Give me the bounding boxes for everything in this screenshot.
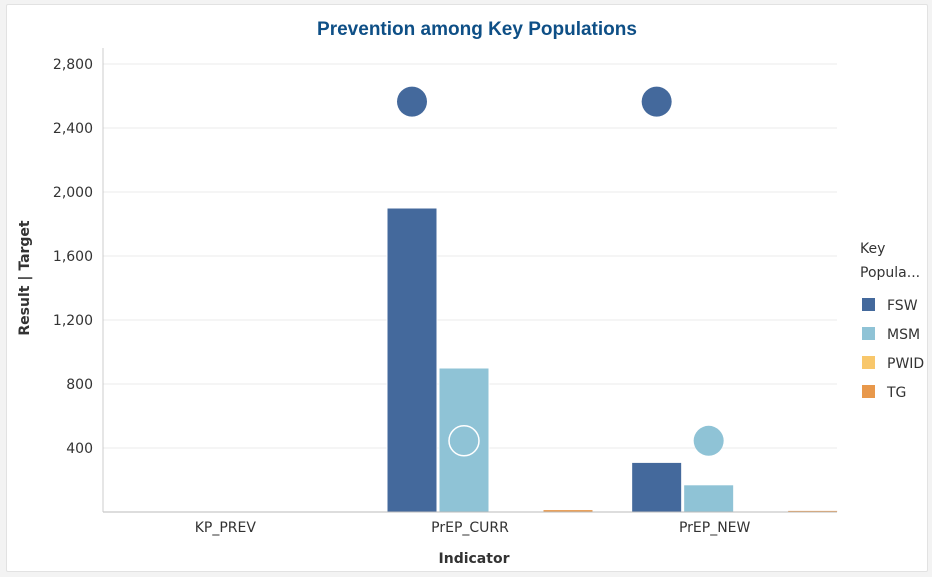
target-fsw-prep_new xyxy=(641,86,672,117)
legend-swatch-msm xyxy=(862,327,875,340)
bar-msm-prep_curr xyxy=(438,367,490,513)
legend-swatch-tg xyxy=(862,385,875,398)
x-tick-label: PrEP_CURR xyxy=(431,520,509,536)
legend: Key Popula... FSW MSM PWID TG xyxy=(860,241,924,401)
legend-label-tg: TG xyxy=(886,385,906,401)
legend-swatch-fsw xyxy=(862,298,875,311)
x-tick-label: PrEP_NEW xyxy=(679,520,751,536)
target-msm-prep_new xyxy=(693,425,724,456)
chart-card: Prevention among Key Populations 400 800 1… xyxy=(6,4,928,572)
y-tick-label: 2,400 xyxy=(53,121,93,137)
chart-title: Prevention among Key Populations xyxy=(317,19,637,40)
legend-label-fsw: FSW xyxy=(887,298,918,314)
legend-label-pwid: PWID xyxy=(887,356,924,372)
y-tick-label: 1,200 xyxy=(53,313,93,329)
y-tick-label: 2,800 xyxy=(53,57,93,73)
y-tick-label: 1,600 xyxy=(53,249,93,265)
y-axis-title: Result | Target xyxy=(17,220,33,336)
y-axis-ticks: 400 800 1,200 1,600 2,000 2,400 2,800 xyxy=(53,57,93,457)
y-tick-label: 400 xyxy=(66,441,93,457)
legend-title: Popula... xyxy=(860,265,920,281)
x-tick-label: KP_PREV xyxy=(195,520,257,536)
legend-title: Key xyxy=(860,241,885,257)
x-axis-ticks: KP_PREV PrEP_CURR PrEP_NEW xyxy=(195,520,751,536)
y-tick-label: 2,000 xyxy=(53,185,93,201)
bar-fsw-prep_curr xyxy=(386,207,438,513)
target-markers xyxy=(397,86,724,457)
x-axis-title: Indicator xyxy=(439,551,510,567)
chart-svg: Prevention among Key Populations 400 800 1… xyxy=(17,19,924,567)
bar-fsw-prep_new xyxy=(631,461,683,513)
bars xyxy=(386,207,839,513)
target-msm-prep_curr xyxy=(448,425,480,457)
grid-lines xyxy=(103,63,837,449)
target-fsw-prep_curr xyxy=(397,86,427,117)
bar-msm-prep_new xyxy=(683,484,735,513)
y-tick-label: 800 xyxy=(66,377,93,393)
legend-swatch-pwid xyxy=(862,356,875,369)
legend-label-msm: MSM xyxy=(887,327,920,343)
